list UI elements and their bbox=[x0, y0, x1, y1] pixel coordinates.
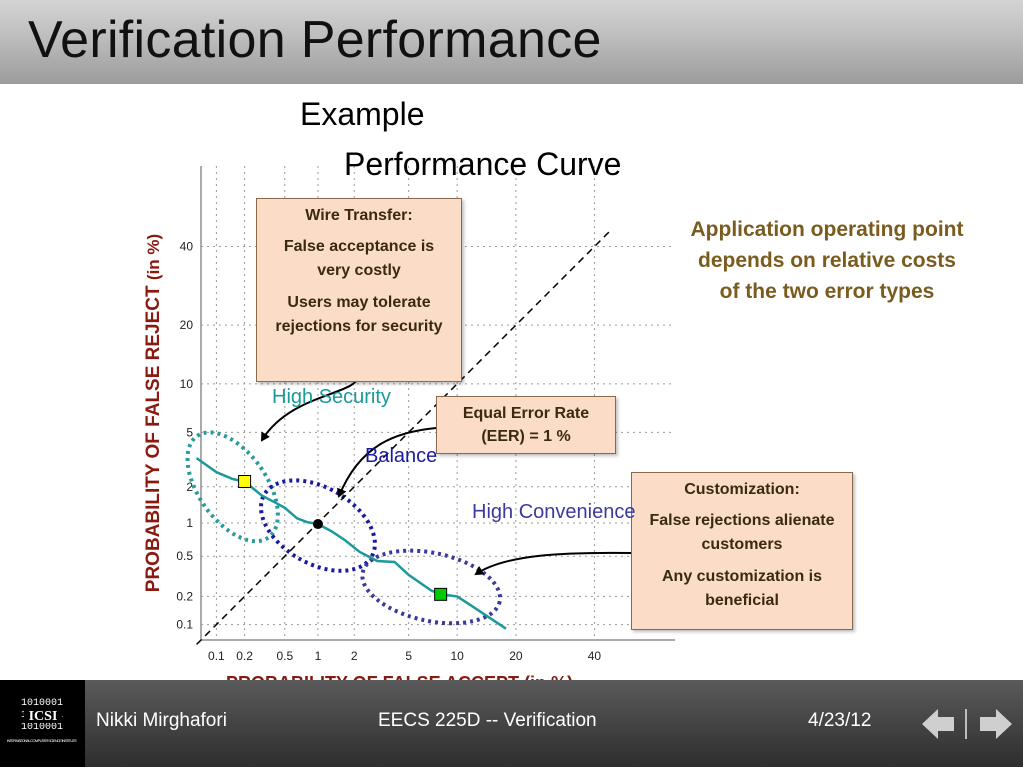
callout-wire-line-2: Users may tolerate rejections for securi… bbox=[275, 294, 443, 335]
callout-custom-line-2: Any customization is beneficial bbox=[661, 568, 823, 609]
callout-eer: Equal Error Rate (EER) = 1 % bbox=[436, 396, 616, 454]
callout-customization: Customization: False rejections alienate… bbox=[631, 472, 853, 630]
callout-wire-transfer: Wire Transfer: False acceptance is very … bbox=[256, 198, 462, 382]
side-note: Application operating point depends on r… bbox=[690, 218, 964, 303]
label-high-convenience: High Convenience bbox=[472, 501, 636, 523]
callout-custom-line-1: False rejections alienate customers bbox=[649, 512, 835, 553]
logo-subtext: INTERNATIONAL COMPUTER SCIENCE INSTITUTE bbox=[7, 738, 77, 743]
y-axis-unit: (in %) bbox=[144, 233, 163, 281]
y-axis-label: PROBABILITY OF FALSE REJECT (in %) bbox=[143, 183, 165, 643]
svg-text:1010001: 1010001 bbox=[21, 698, 63, 709]
footer-author: Nikki Mirghafori bbox=[96, 710, 227, 731]
prev-slide-icon[interactable] bbox=[922, 709, 954, 739]
nav-divider bbox=[965, 709, 967, 739]
callout-wire-title: Wire Transfer: bbox=[305, 207, 413, 224]
chart-title-line-1: Example bbox=[300, 96, 425, 132]
slide-title: Verification Performance bbox=[28, 11, 602, 69]
footer-date: 4/23/12 bbox=[808, 710, 872, 731]
footer-course: EECS 225D -- Verification bbox=[378, 710, 597, 731]
y-axis-label-text: PROBABILITY OF FALSE REJECT bbox=[143, 285, 164, 593]
callout-eer-text: Equal Error Rate (EER) = 1 % bbox=[462, 405, 590, 445]
slide-navigation bbox=[922, 709, 1012, 739]
callout-wire-line-1: False acceptance is very costly bbox=[283, 238, 435, 279]
svg-text:1010001: 1010001 bbox=[21, 722, 63, 733]
icsi-logo-graphic: 1010001 1010001 1010001 ICSI INTERNATION… bbox=[7, 698, 77, 743]
callout-custom-title: Customization: bbox=[684, 481, 800, 498]
icsi-logo: 1010001 1010001 1010001 ICSI INTERNATION… bbox=[0, 680, 85, 767]
logo-word: ICSI bbox=[29, 709, 58, 724]
chart-title-line-2: Performance Curve bbox=[344, 146, 622, 182]
label-high-security: High Security bbox=[272, 386, 391, 408]
next-slide-icon[interactable] bbox=[980, 709, 1012, 739]
title-bar: Verification Performance bbox=[0, 0, 1023, 84]
label-balance: Balance bbox=[365, 445, 438, 467]
footer-bar: 1010001 1010001 1010001 ICSI INTERNATION… bbox=[0, 680, 1023, 767]
